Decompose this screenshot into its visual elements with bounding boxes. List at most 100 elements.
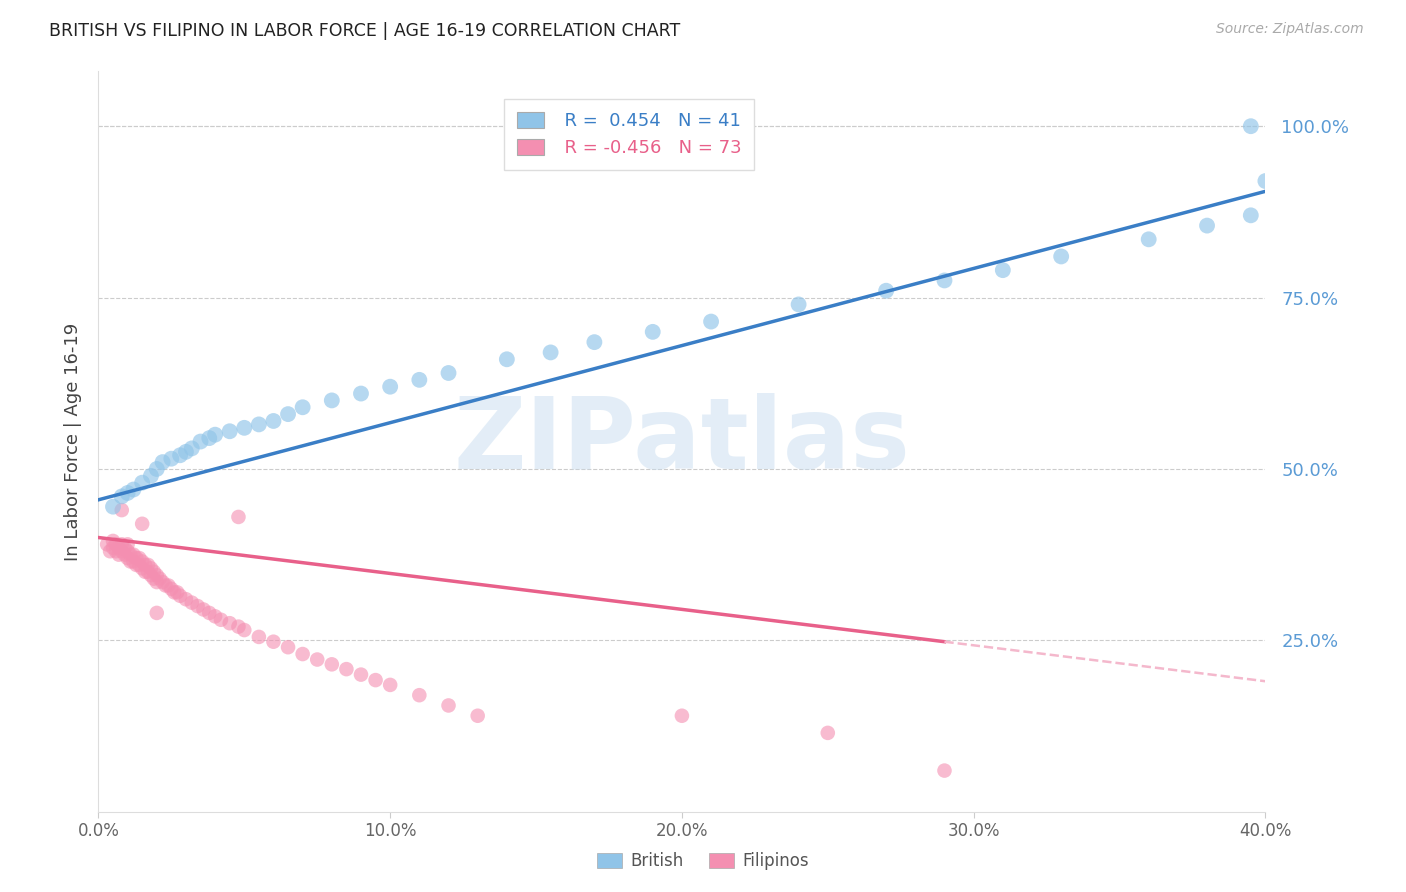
Point <box>146 568 169 582</box>
Point <box>120 548 142 562</box>
Point <box>247 417 270 432</box>
Point <box>641 325 664 339</box>
Legend:   R =  0.454   N = 41,   R = -0.456   N = 73: R = 0.454 N = 41, R = -0.456 N = 73 <box>505 99 755 169</box>
Point <box>120 554 142 568</box>
Point <box>218 424 240 438</box>
Point <box>111 544 134 558</box>
Point <box>1050 250 1073 264</box>
Point <box>1254 174 1277 188</box>
Point <box>1240 119 1263 133</box>
Point <box>128 558 150 572</box>
Point <box>136 565 159 579</box>
Point <box>160 451 183 466</box>
Point <box>291 647 314 661</box>
Point <box>350 667 373 681</box>
Point <box>142 572 165 586</box>
Point <box>1137 232 1160 246</box>
Point <box>101 541 124 555</box>
Point <box>228 619 250 633</box>
Point <box>198 431 221 445</box>
Point <box>187 599 209 613</box>
Point <box>149 572 172 586</box>
Point <box>114 548 136 562</box>
Point <box>934 764 956 778</box>
Point <box>134 565 156 579</box>
Point <box>321 393 343 408</box>
Point <box>583 335 606 350</box>
Point <box>122 548 145 562</box>
Point <box>180 596 202 610</box>
Point <box>364 673 387 687</box>
Point <box>321 657 343 672</box>
Point <box>875 284 897 298</box>
Text: ZIPatlas: ZIPatlas <box>454 393 910 490</box>
Point <box>817 726 839 740</box>
Point <box>209 613 232 627</box>
Point <box>131 561 153 575</box>
Point <box>139 568 162 582</box>
Point <box>218 616 240 631</box>
Point <box>262 414 284 428</box>
Point <box>155 578 177 592</box>
Point <box>247 630 270 644</box>
Point <box>152 575 174 590</box>
Point <box>117 537 139 551</box>
Y-axis label: In Labor Force | Age 16-19: In Labor Force | Age 16-19 <box>63 322 82 561</box>
Point <box>111 503 134 517</box>
Point <box>125 558 148 572</box>
Point <box>98 544 121 558</box>
Point <box>169 448 191 462</box>
Text: Source: ZipAtlas.com: Source: ZipAtlas.com <box>1216 22 1364 37</box>
Point <box>496 352 519 367</box>
Point <box>169 589 191 603</box>
Point <box>117 551 139 566</box>
Point <box>437 698 460 713</box>
Point <box>228 510 250 524</box>
Point <box>174 592 197 607</box>
Point <box>467 708 489 723</box>
Point <box>139 468 162 483</box>
Point <box>204 609 226 624</box>
Point <box>122 483 145 497</box>
Point <box>198 606 221 620</box>
Point <box>134 558 156 572</box>
Point <box>101 500 124 514</box>
Point <box>163 585 186 599</box>
Point <box>180 442 202 456</box>
Point <box>233 623 256 637</box>
Point <box>193 602 215 616</box>
Point <box>174 445 197 459</box>
Point <box>350 386 373 401</box>
Point <box>277 407 299 421</box>
Point <box>114 541 136 555</box>
Point <box>128 551 150 566</box>
Legend: British, Filipinos: British, Filipinos <box>591 846 815 877</box>
Point <box>190 434 212 449</box>
Point <box>157 578 180 592</box>
Point <box>437 366 460 380</box>
Point <box>1240 208 1263 222</box>
Point <box>307 652 329 666</box>
Point <box>131 554 153 568</box>
Point <box>111 489 134 503</box>
Point <box>160 582 183 596</box>
Point <box>408 373 430 387</box>
Point <box>277 640 299 655</box>
Point <box>166 585 188 599</box>
Point <box>540 345 562 359</box>
Point <box>117 486 139 500</box>
Point <box>117 544 139 558</box>
Point <box>934 273 956 287</box>
Point <box>101 533 124 548</box>
Point <box>380 380 402 394</box>
Point <box>125 551 148 566</box>
Point <box>108 548 131 562</box>
Point <box>131 475 153 490</box>
Point <box>380 678 402 692</box>
Text: BRITISH VS FILIPINO IN LABOR FORCE | AGE 16-19 CORRELATION CHART: BRITISH VS FILIPINO IN LABOR FORCE | AGE… <box>49 22 681 40</box>
Point <box>787 297 810 311</box>
Point <box>233 421 256 435</box>
Point <box>122 554 145 568</box>
Point <box>104 544 127 558</box>
Point <box>136 558 159 572</box>
